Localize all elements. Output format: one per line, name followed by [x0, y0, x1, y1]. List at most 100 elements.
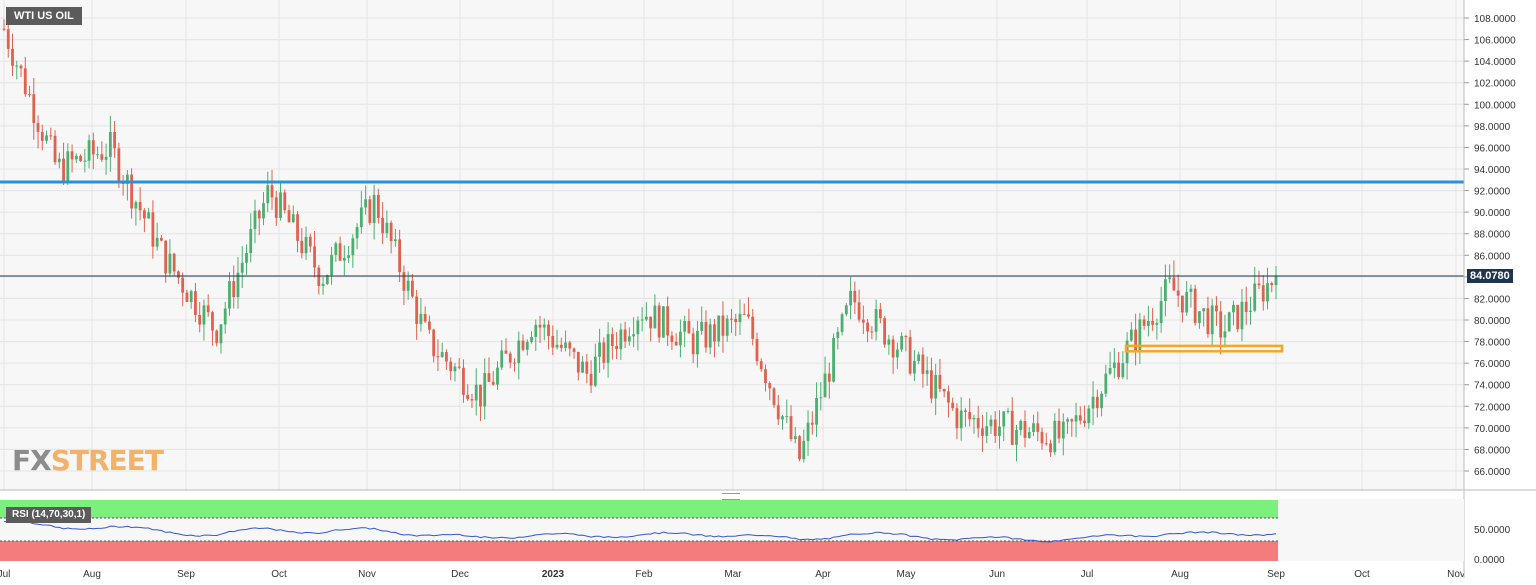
x-tick-label: Sep — [1267, 569, 1285, 580]
candle — [1215, 296, 1218, 326]
y-tick-label: 86.0000 — [1474, 251, 1511, 262]
x-tick-label: Jun — [989, 569, 1005, 580]
gridlines — [0, 0, 1464, 561]
candle — [415, 289, 419, 340]
candle — [304, 226, 308, 261]
x-tick-label: Nov — [358, 569, 376, 580]
candle — [257, 209, 261, 236]
candle — [785, 399, 789, 424]
candle — [942, 388, 946, 398]
candle — [874, 299, 878, 341]
candle — [462, 359, 465, 403]
candle — [66, 143, 70, 185]
candle — [789, 405, 793, 442]
candle — [1023, 410, 1027, 448]
candle — [1193, 284, 1197, 326]
candle — [62, 142, 65, 185]
y-tick-label: 90.0000 — [1474, 208, 1511, 219]
candle — [317, 264, 321, 295]
candle — [219, 323, 223, 354]
candle — [381, 202, 385, 244]
candle — [108, 115, 112, 172]
candle — [674, 333, 678, 346]
candle — [759, 358, 763, 372]
candle — [287, 204, 291, 223]
candle — [411, 274, 414, 299]
candle — [772, 387, 776, 409]
candle — [691, 327, 695, 363]
candle — [338, 236, 342, 262]
candle — [342, 245, 346, 276]
candle — [585, 354, 589, 384]
candle — [742, 303, 746, 316]
candle — [1198, 311, 1201, 329]
candle — [525, 339, 529, 356]
candle — [1036, 411, 1040, 442]
candle — [1189, 284, 1193, 308]
candle — [1108, 351, 1112, 376]
candle — [895, 342, 899, 369]
candle — [364, 185, 368, 215]
candle — [564, 330, 567, 352]
candle — [125, 169, 129, 201]
candle — [1070, 418, 1074, 437]
x-tick-label: Oct — [271, 569, 287, 580]
candle — [1146, 305, 1150, 337]
candle — [734, 313, 738, 337]
support-zone — [1124, 344, 1284, 353]
candle — [296, 211, 299, 253]
candle — [683, 315, 687, 347]
x-tick-label: Nov — [1447, 569, 1465, 580]
candle — [240, 246, 244, 288]
candle — [866, 319, 869, 343]
candle — [300, 228, 304, 259]
candle — [912, 350, 916, 381]
candle — [232, 265, 236, 309]
candle — [500, 340, 504, 370]
candle — [925, 356, 929, 386]
candle — [45, 130, 48, 144]
candle — [423, 306, 427, 323]
candle — [555, 329, 559, 350]
candle — [1040, 427, 1044, 450]
price-plot-area — [0, 0, 1464, 490]
candle — [1151, 308, 1155, 331]
candle — [1100, 391, 1103, 417]
candle — [53, 130, 57, 165]
candle — [1138, 312, 1142, 364]
candle — [917, 351, 921, 365]
candle — [449, 357, 453, 381]
candle — [1061, 413, 1065, 456]
candle — [610, 327, 614, 360]
candle — [878, 303, 882, 324]
x-tick-label: 2023 — [542, 569, 565, 580]
candle — [534, 319, 538, 352]
candle — [1044, 432, 1048, 446]
candle — [100, 141, 104, 163]
candle — [521, 334, 525, 352]
candle — [623, 321, 627, 349]
candle — [347, 245, 350, 263]
candle — [968, 398, 972, 427]
candle — [1019, 419, 1023, 436]
candle — [721, 301, 725, 353]
candle — [504, 338, 508, 354]
candle — [40, 124, 44, 151]
candle — [1091, 381, 1095, 426]
candle — [619, 323, 623, 361]
candle — [687, 308, 691, 334]
candle — [798, 435, 801, 462]
candle — [938, 358, 942, 393]
candle — [900, 332, 904, 353]
candle — [517, 331, 521, 380]
candle — [559, 337, 563, 352]
pane-resize-handle[interactable] — [722, 493, 740, 500]
candle — [636, 316, 640, 351]
candle — [1104, 364, 1108, 397]
candle — [453, 362, 457, 382]
y-tick-label: 76.0000 — [1474, 359, 1511, 370]
candle — [270, 169, 274, 210]
candle — [1257, 270, 1261, 289]
candle — [138, 187, 142, 221]
